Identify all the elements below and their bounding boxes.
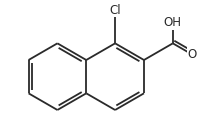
Text: O: O xyxy=(188,48,197,61)
Text: Cl: Cl xyxy=(109,3,121,17)
Text: OH: OH xyxy=(164,16,182,29)
